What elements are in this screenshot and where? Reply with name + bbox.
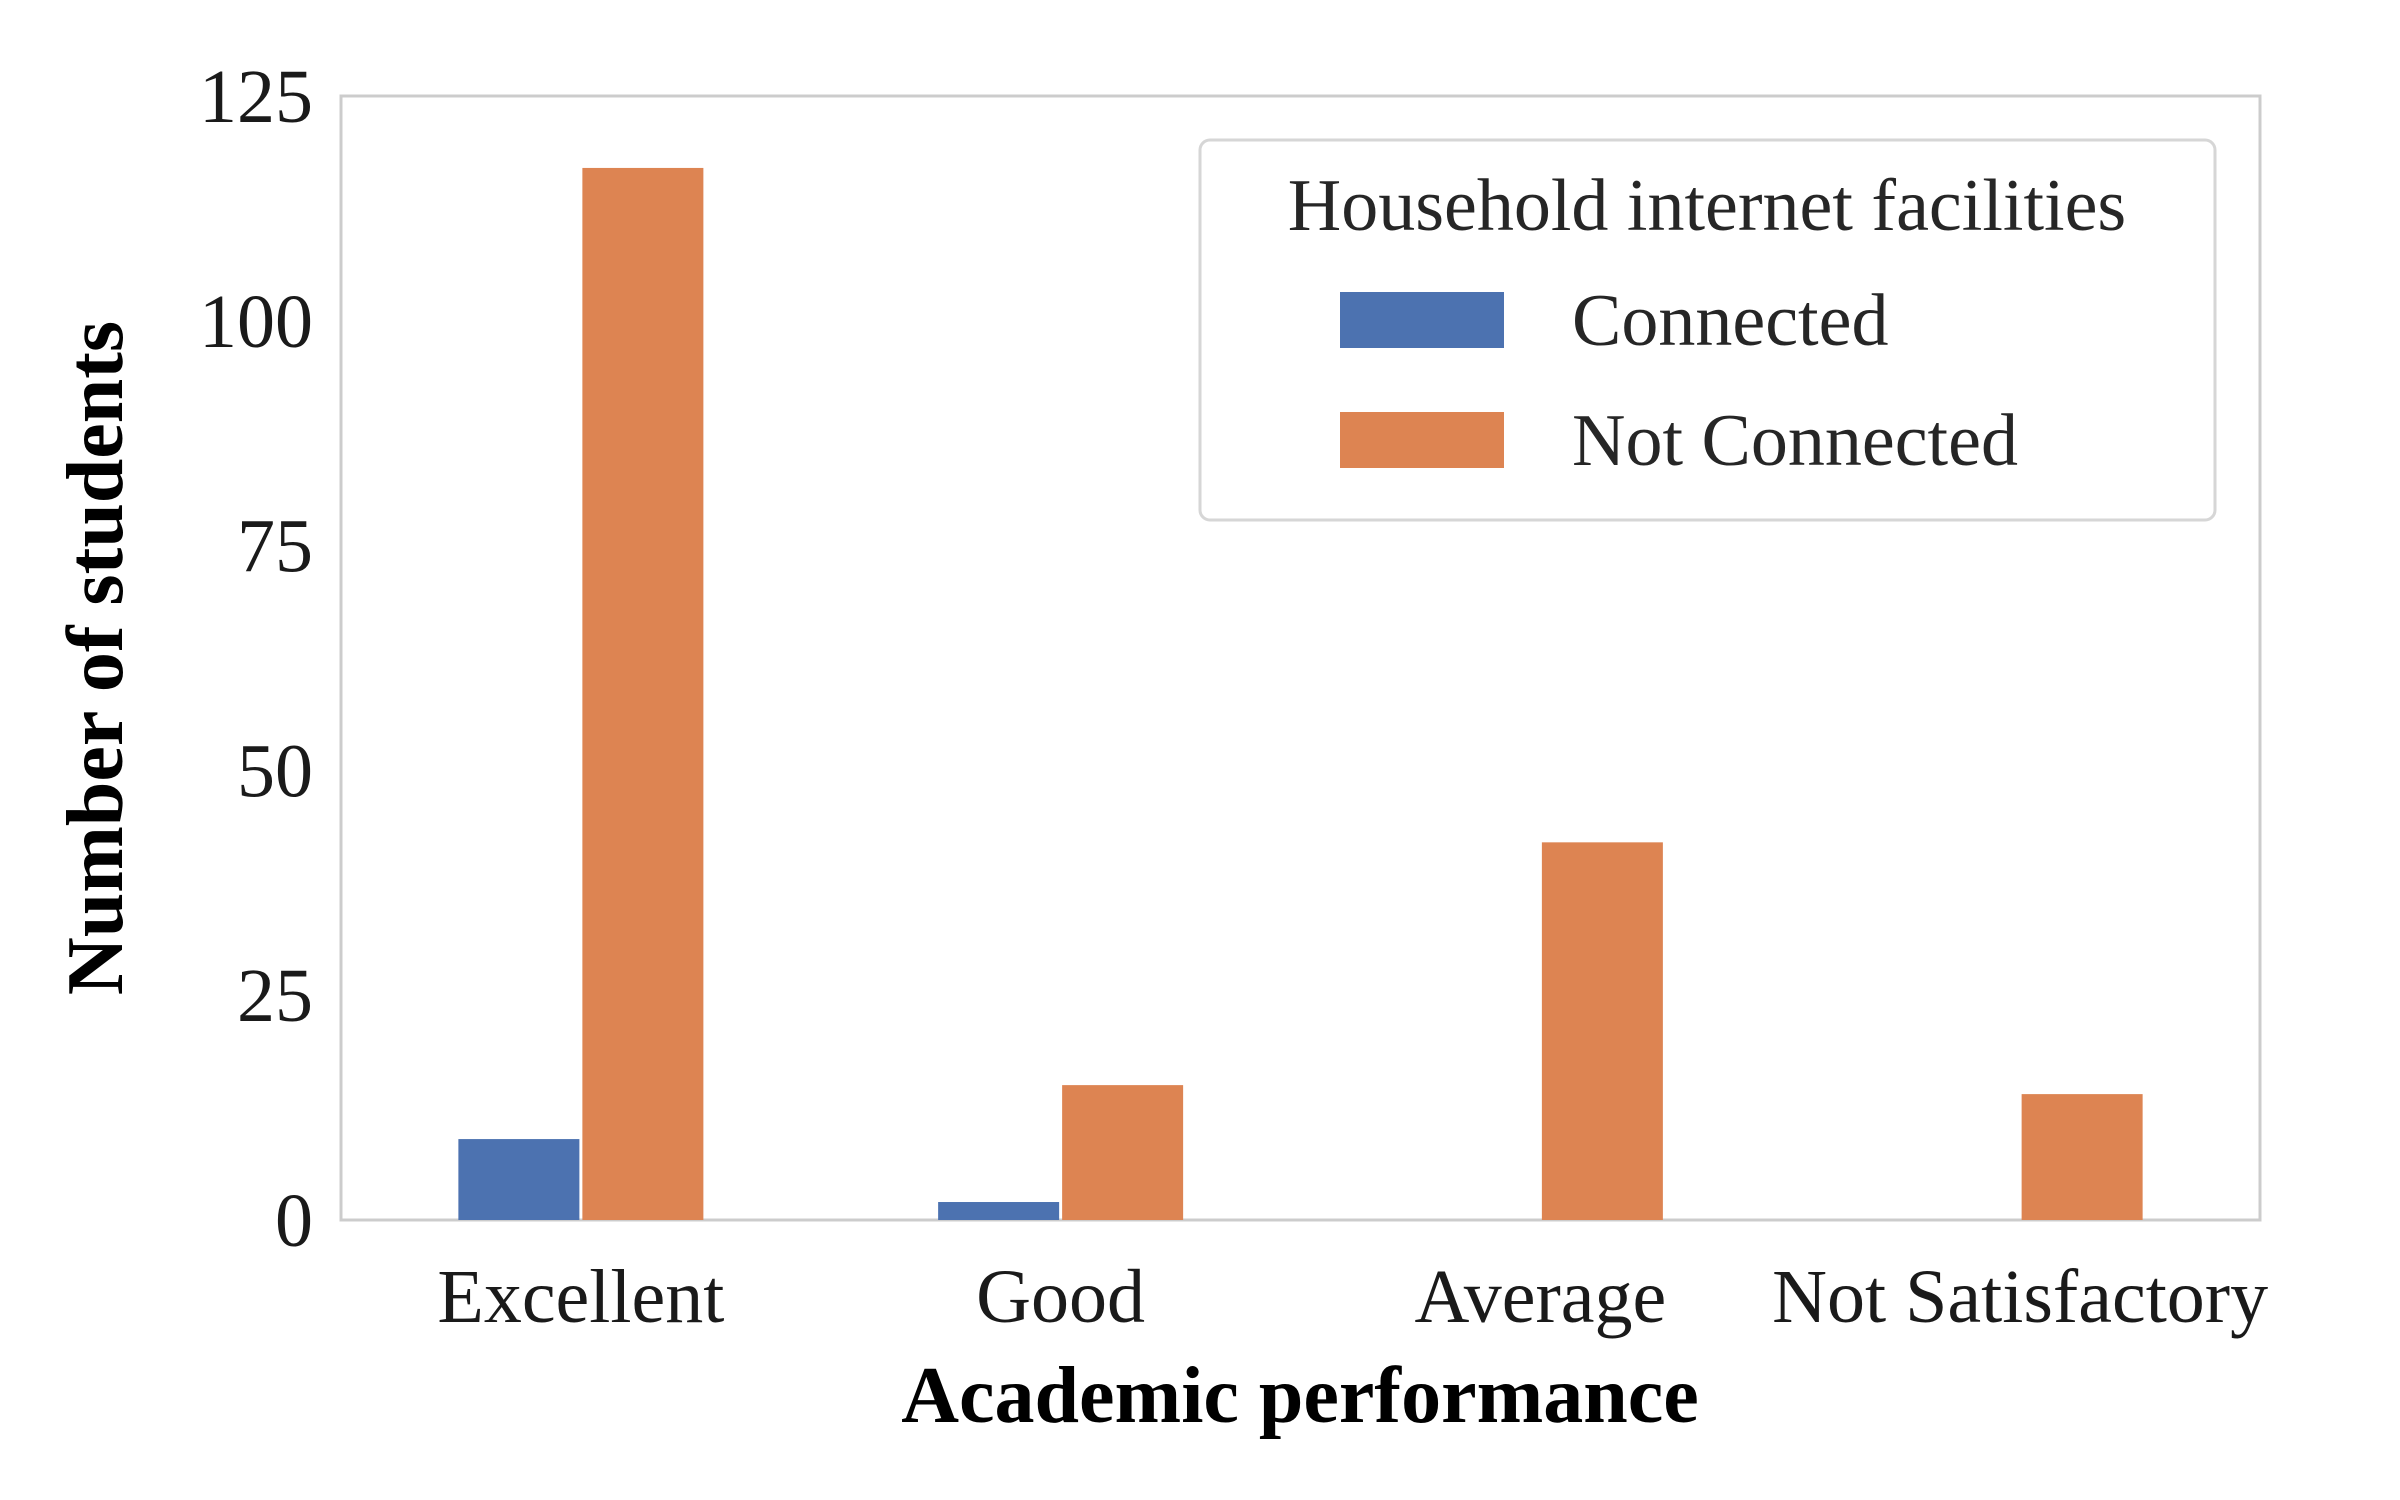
legend-swatch-not-connected [1340, 412, 1504, 468]
x-tick-label: Average [1415, 1255, 1667, 1339]
y-axis-ticks: 0 25 50 75 100 125 [199, 55, 313, 1263]
x-tick-label: Good [976, 1255, 1145, 1339]
bar-not-connected-not-satisfactory [2021, 1094, 2143, 1220]
x-tick-label: Not Satisfactory [1772, 1255, 2268, 1339]
y-tick-label: 75 [237, 505, 313, 589]
x-axis-ticks: Excellent Good Average Not Satisfactory [437, 1255, 2268, 1339]
bar-not-connected-good [1062, 1085, 1184, 1220]
bar-connected-good [938, 1202, 1060, 1220]
y-tick-label: 125 [199, 55, 313, 139]
x-tick-label: Excellent [437, 1255, 724, 1339]
y-axis-title: Number of students [52, 321, 140, 995]
bar-not-connected-average [1541, 842, 1663, 1220]
y-tick-label: 0 [275, 1179, 313, 1263]
bars [458, 167, 2143, 1220]
legend-swatch-connected [1340, 292, 1504, 348]
bar-not-connected-excellent [582, 167, 704, 1220]
legend: Household internet facilities Connected … [1198, 138, 2217, 522]
y-tick-label: 100 [199, 280, 313, 364]
bar-connected-excellent [458, 1139, 580, 1220]
legend-title: Household internet facilities [1288, 165, 2126, 247]
legend-label-connected: Connected [1572, 280, 1888, 362]
y-tick-label: 50 [237, 729, 313, 813]
y-tick-label: 25 [237, 954, 313, 1038]
plot-area-frame [339, 94, 2262, 1222]
x-axis-title: Academic performance [901, 1352, 1698, 1440]
legend-label-not-connected: Not Connected [1572, 400, 2018, 482]
